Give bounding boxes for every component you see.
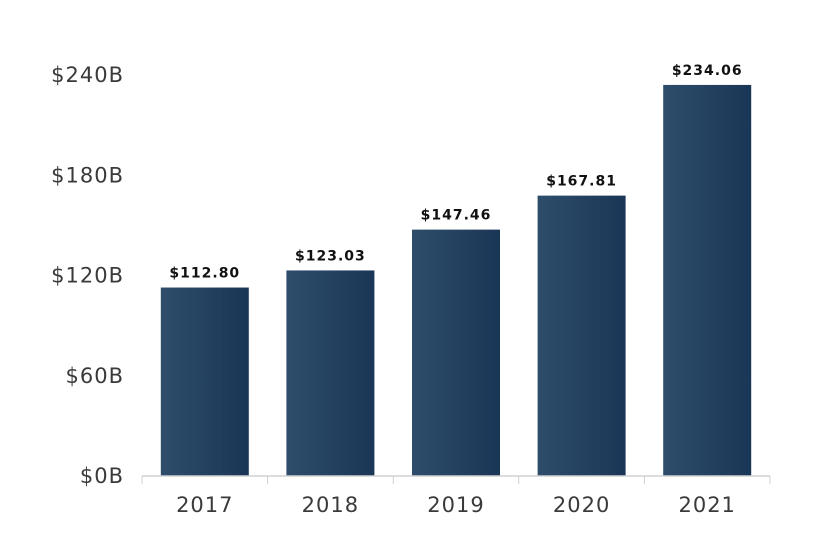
x-tick-label: 2020 — [553, 493, 610, 517]
data-label-2020: $167.81 — [546, 174, 617, 190]
data-label-2017: $112.80 — [169, 266, 240, 282]
data-label-2021: $234.06 — [672, 63, 743, 79]
bar-2019 — [412, 229, 500, 476]
data-label-2019: $147.46 — [421, 208, 492, 224]
y-tick-label: $240B — [51, 63, 124, 87]
x-tick-label: 2018 — [302, 493, 359, 517]
bar-2020 — [537, 195, 626, 476]
bar-2018 — [286, 270, 375, 476]
x-tick-label: 2021 — [678, 493, 735, 517]
y-tick-label: $120B — [51, 264, 124, 288]
bars — [160, 84, 752, 477]
y-tick-label: $60B — [66, 364, 125, 388]
y-tick-label: $180B — [51, 163, 124, 187]
y-axis-ticks: $0B $60B $120B $180B $240B — [51, 63, 125, 488]
x-tick-label: 2017 — [176, 493, 233, 517]
data-labels: $112.80 $123.03 $147.46 $167.81 $234.06 — [169, 63, 743, 282]
x-tick-label: 2019 — [427, 493, 484, 517]
bar-2017 — [160, 287, 249, 476]
bar-2021 — [663, 84, 752, 477]
data-label-2018: $123.03 — [295, 248, 366, 264]
y-tick-label: $0B — [80, 464, 124, 488]
x-axis-ticks: 2017 2018 2019 2020 2021 — [141, 476, 771, 517]
